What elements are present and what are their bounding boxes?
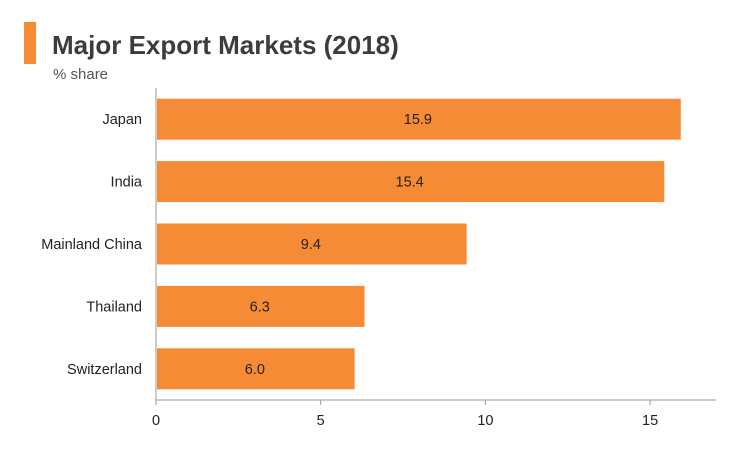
x-tick-label: 5 bbox=[317, 413, 325, 429]
data-label: 15.4 bbox=[396, 175, 424, 191]
category-label: Japan bbox=[102, 112, 142, 128]
chart-title: Major Export Markets (2018) bbox=[52, 30, 399, 60]
data-label: 9.4 bbox=[301, 237, 321, 253]
category-label: India bbox=[111, 175, 143, 191]
category-label: Switzerland bbox=[67, 362, 142, 378]
data-label: 15.9 bbox=[404, 112, 432, 128]
title-accent-bar bbox=[24, 22, 36, 64]
x-tick-label: 0 bbox=[152, 413, 160, 429]
bar-japan bbox=[157, 98, 681, 140]
x-tick-label: 15 bbox=[642, 413, 658, 429]
x-tick-label: 10 bbox=[477, 413, 493, 429]
bar-mainland-china bbox=[157, 223, 467, 265]
chart-subtitle: % share bbox=[53, 66, 109, 83]
data-label: 6.0 bbox=[245, 362, 265, 378]
bar-thailand bbox=[157, 285, 365, 327]
bar-switzerland bbox=[157, 348, 355, 390]
data-label: 6.3 bbox=[250, 299, 270, 315]
category-label: Mainland China bbox=[41, 237, 143, 253]
category-label: Thailand bbox=[86, 299, 142, 315]
bar-india bbox=[157, 161, 665, 203]
